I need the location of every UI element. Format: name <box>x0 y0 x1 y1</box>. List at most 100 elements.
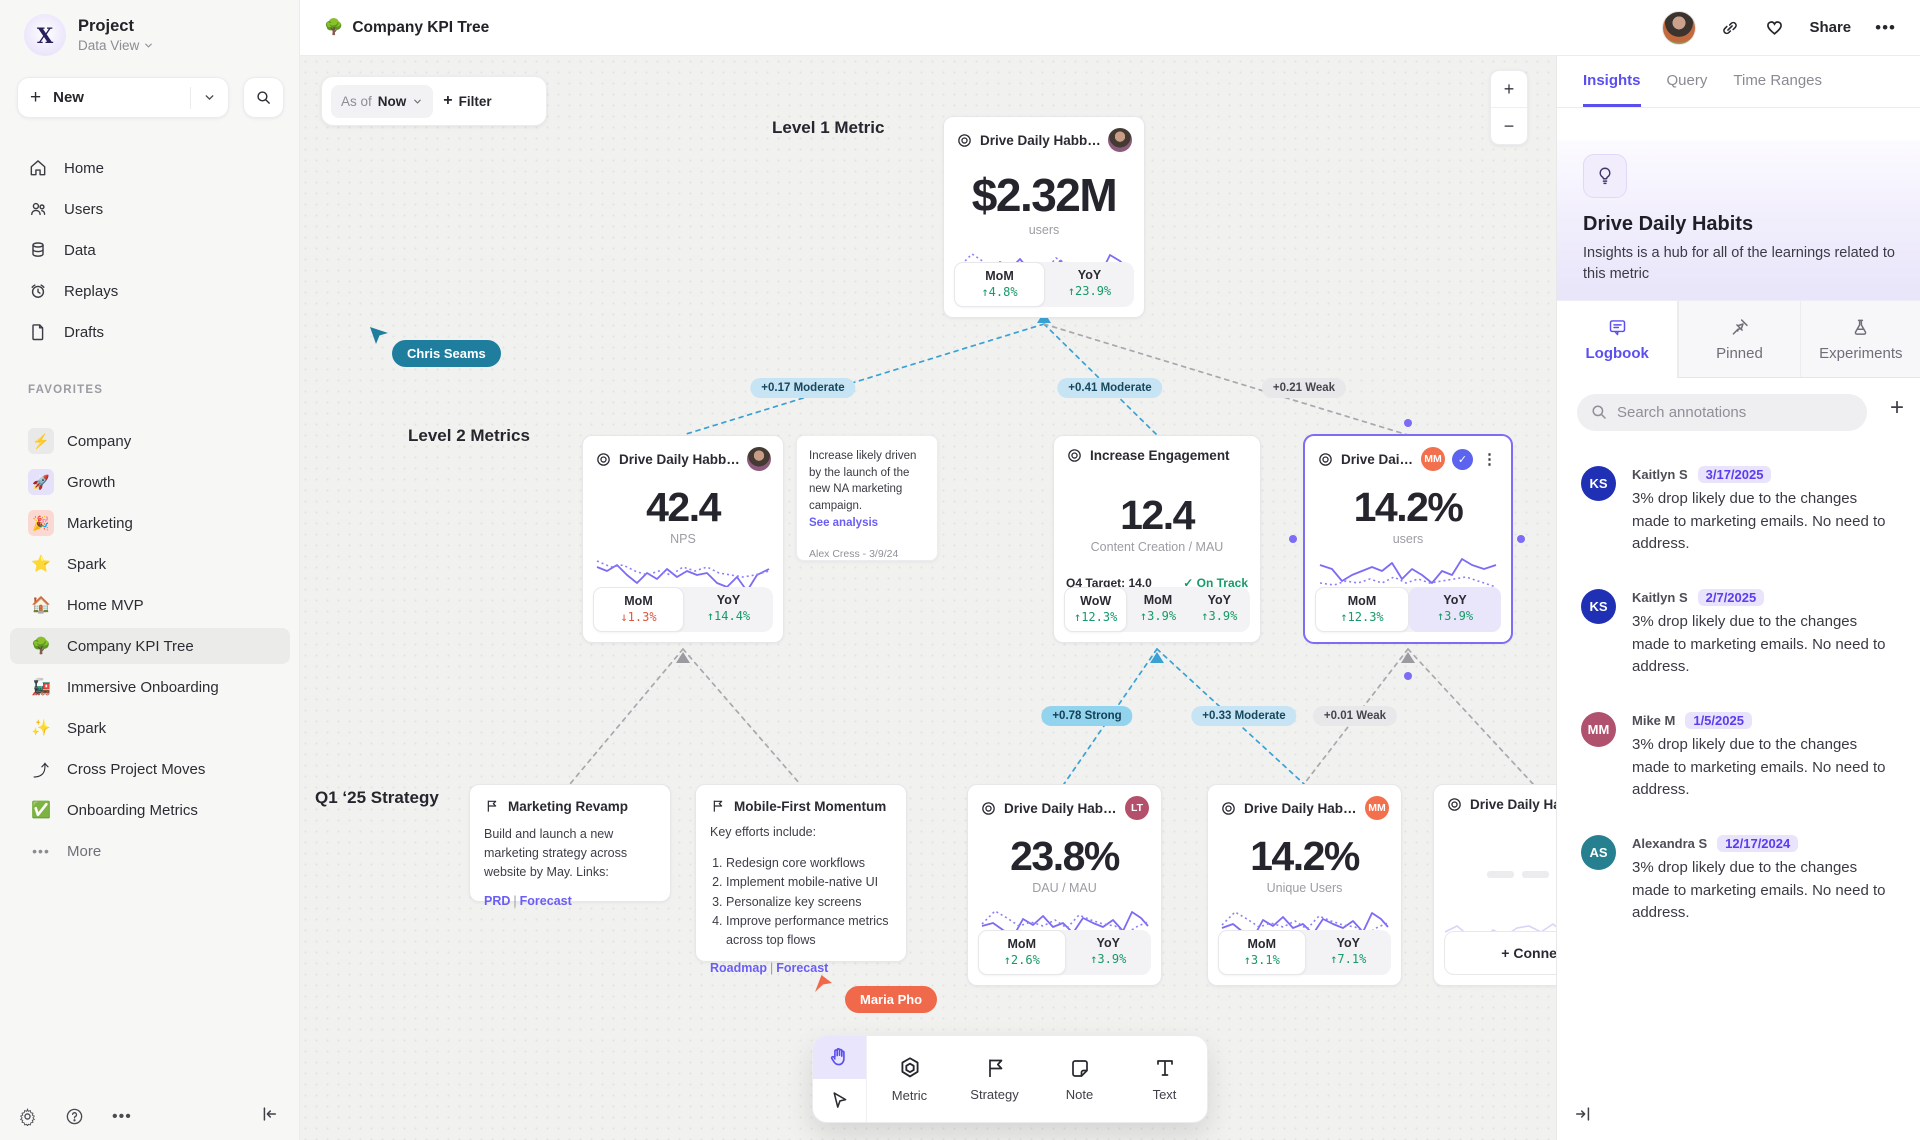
subtab-pinned[interactable]: Pinned <box>1678 301 1800 378</box>
yoy-segment[interactable]: YoY ↑23.9% <box>1045 262 1134 307</box>
annotation-entry[interactable]: MM Mike M 1/5/2025 3% drop likely due to… <box>1581 712 1902 802</box>
filter-button[interactable]: + Filter <box>443 92 491 110</box>
metric-card-partial[interactable]: Drive Daily Hab + Connec <box>1433 784 1556 986</box>
metric-card-nps-drive-daily-habbits[interactable]: Drive Daily Habbits 42.4 NPS MoM ↓1.3% Y… <box>582 435 784 643</box>
strategy-list-item: Personalize key screens <box>726 893 892 912</box>
mom-segment[interactable]: MoM ↑12.3% <box>1315 587 1409 632</box>
divider <box>190 86 191 109</box>
collapse-panel-icon[interactable] <box>1573 1104 1593 1124</box>
sidebar-item-drafts[interactable]: Drafts <box>10 314 290 350</box>
favorite-item-spark[interactable]: ⭐ Spark <box>10 546 290 582</box>
yoy-value: ↑14.4% <box>706 609 751 623</box>
annotation-entry[interactable]: KS Kaitlyn S 3/17/2025 3% drop likely du… <box>1581 466 1902 556</box>
yoy-segment[interactable]: YoY ↑3.9% <box>1409 587 1501 632</box>
favorite-item-marketing[interactable]: 🎉 Marketing <box>10 505 290 541</box>
yoy-segment[interactable]: YoY ↑14.4% <box>684 587 773 632</box>
mom-segment[interactable]: MoM ↓1.3% <box>593 587 684 632</box>
strategy-card-marketing-revamp[interactable]: Marketing Revamp Build and launch a new … <box>469 784 671 908</box>
mom-segment[interactable]: MoM ↑4.8% <box>954 262 1045 307</box>
sticky-note-icon <box>1071 1060 1088 1077</box>
help-icon[interactable] <box>65 1107 84 1126</box>
hand-tool-button[interactable] <box>813 1036 866 1079</box>
metric-target-icon <box>982 801 995 815</box>
metric-card-l1-drive-daily-habbits[interactable]: Drive Daily Habbits $2.32M users MoM ↑4.… <box>943 116 1145 318</box>
roadmap-link[interactable]: Roadmap <box>710 960 767 975</box>
zoom-in-button[interactable]: + <box>1491 71 1527 107</box>
favorite-item-onboarding-metrics[interactable]: ✅ Onboarding Metrics <box>10 792 290 828</box>
zoom-out-button[interactable]: − <box>1491 108 1527 144</box>
metric-target-icon <box>958 133 971 147</box>
app-logo[interactable]: X <box>24 14 66 56</box>
favorite-item-company[interactable]: ⚡ Company <box>10 423 290 459</box>
copy-link-icon[interactable] <box>1720 18 1740 38</box>
gear-icon[interactable] <box>18 1107 37 1126</box>
select-tool-button[interactable] <box>813 1079 866 1122</box>
sidebar-item-data[interactable]: Data <box>10 232 290 268</box>
tab-time-ranges[interactable]: Time Ranges <box>1733 72 1823 89</box>
annotation-note-card[interactable]: Increase likely driven by the launch of … <box>796 435 938 561</box>
metric-card-increase-engagement[interactable]: Increase Engagement 12.4 Content Creatio… <box>1053 435 1261 643</box>
wow-segment[interactable]: WoW ↑12.3% <box>1064 587 1128 632</box>
mom-value: ↑4.8% <box>981 285 1018 299</box>
forecast-link[interactable]: Forecast <box>776 960 829 975</box>
favorites-more[interactable]: ••• More <box>10 833 290 869</box>
metric-card-unique-users[interactable]: Drive Daily Habbits MM 14.2% Unique User… <box>1207 784 1402 986</box>
add-annotation-button[interactable]: + <box>1889 394 1904 421</box>
favorite-item-immersive-onboarding[interactable]: 🚂 Immersive Onboarding <box>10 669 290 705</box>
favorite-item-spark-2[interactable]: ✨ Spark <box>10 710 290 746</box>
metric-unit: Content Creation / MAU <box>1090 540 1224 554</box>
user-avatar[interactable] <box>1662 10 1697 45</box>
mom-segment[interactable]: MoM ↑3.9% <box>1127 587 1188 632</box>
mom-segment[interactable]: MoM ↑2.6% <box>978 930 1066 975</box>
kebab-menu-icon[interactable]: ⋮ <box>1482 451 1497 468</box>
sidebar-search-button[interactable] <box>243 77 284 118</box>
sidebar-item-users[interactable]: Users <box>10 191 290 227</box>
sidebar-item-replays[interactable]: Replays <box>10 273 290 309</box>
subtab-logbook[interactable]: Logbook <box>1557 301 1679 378</box>
note-tool-button[interactable]: Note <box>1037 1036 1122 1122</box>
tab-query[interactable]: Query <box>1666 72 1708 89</box>
annotation-entry[interactable]: AS Alexandra S 12/17/2024 3% drop likely… <box>1581 835 1902 925</box>
metric-card-dau-mau[interactable]: Drive Daily Habbits LT 23.8% DAU / MAU M… <box>967 784 1162 986</box>
yoy-segment[interactable]: YoY ↑7.1% <box>1306 930 1392 975</box>
favorite-heart-icon[interactable] <box>1764 17 1785 38</box>
favorite-item-cross-project-moves[interactable]: ⤴ Cross Project Moves <box>10 751 290 787</box>
project-view-switcher[interactable]: Data View <box>78 38 154 53</box>
note-author: Alex Cress - 3/9/24 <box>809 548 899 561</box>
sidebar-item-home[interactable]: Home <box>10 150 290 186</box>
favorite-item-home-mvp[interactable]: 🏠 Home MVP <box>10 587 290 623</box>
favorite-item-company-kpi-tree[interactable]: 🌳 Company KPI Tree <box>10 628 290 664</box>
more-options-icon[interactable]: ••• <box>112 1107 132 1125</box>
home-icon <box>30 160 46 176</box>
annotation-entry[interactable]: KS Kaitlyn S 2/7/2025 3% drop likely due… <box>1581 589 1902 679</box>
tool-label: Metric <box>891 1088 928 1103</box>
see-analysis-link[interactable]: See analysis <box>809 516 879 529</box>
forecast-link[interactable]: Forecast <box>519 894 572 909</box>
edge-weight-pill: +0.41 Moderate <box>1057 378 1163 398</box>
edge-weight-pill: +0.01 Weak <box>1312 706 1398 726</box>
strategy-tool-button[interactable]: Strategy <box>952 1036 1037 1122</box>
sidebar: X Project Data View + New Home Users Dat… <box>0 0 300 1140</box>
new-button[interactable]: + New <box>17 77 229 118</box>
strategy-card-mobile-first-momentum[interactable]: Mobile-First Momentum Key efforts includ… <box>695 784 907 975</box>
yoy-segment[interactable]: YoY ↑3.9% <box>1189 587 1250 632</box>
metric-tool-button[interactable]: Metric <box>867 1036 952 1122</box>
annotation-search[interactable] <box>1577 394 1867 431</box>
mom-segment[interactable]: MoM ↑3.1% <box>1218 930 1306 975</box>
metric-card-selected-drive-daily-habbits[interactable]: Drive Daily Habb.. MM ✓ ⋮ 14.2% users Mo… <box>1304 435 1512 643</box>
as-of-selector[interactable]: As of Now <box>331 84 434 118</box>
tab-insights[interactable]: Insights <box>1583 72 1641 107</box>
kpi-tree-canvas[interactable]: As of Now + Filter + − Level 1 Metric Le… <box>300 56 1556 1140</box>
annotation-search-input[interactable] <box>1577 394 1867 431</box>
mom-value: ↑3.9% <box>1139 609 1177 623</box>
subtab-experiments[interactable]: Experiments <box>1799 301 1920 378</box>
share-button[interactable]: Share <box>1809 19 1852 36</box>
text-tool-button[interactable]: Text <box>1122 1036 1207 1122</box>
collapse-sidebar-icon[interactable] <box>259 1104 279 1124</box>
more-menu-icon[interactable]: ••• <box>1875 17 1896 37</box>
connect-button[interactable]: + Connec <box>1444 931 1556 975</box>
chevron-down-icon[interactable] <box>203 91 216 104</box>
favorite-item-growth[interactable]: 🚀 Growth <box>10 464 290 500</box>
yoy-segment[interactable]: YoY ↑3.9% <box>1066 930 1152 975</box>
prd-link[interactable]: PRD <box>484 894 511 909</box>
